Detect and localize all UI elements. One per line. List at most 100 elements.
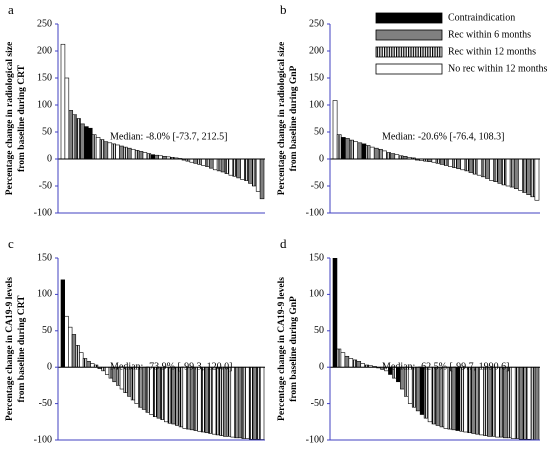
bar xyxy=(138,151,144,160)
bar xyxy=(501,158,507,186)
bar xyxy=(530,158,536,198)
bar xyxy=(526,366,532,440)
bar xyxy=(193,158,198,164)
bar xyxy=(95,137,101,160)
y-tick-label: 50 xyxy=(42,126,52,137)
bar xyxy=(357,142,363,160)
bar xyxy=(223,366,228,437)
bar xyxy=(489,158,494,181)
bar xyxy=(534,366,540,440)
bar xyxy=(88,127,93,160)
bar xyxy=(386,152,391,160)
bar xyxy=(332,258,338,368)
bar xyxy=(103,141,109,160)
y-tick-label: 100 xyxy=(37,99,52,110)
bar xyxy=(415,366,421,412)
bar xyxy=(485,158,490,179)
bar xyxy=(460,158,466,171)
bar xyxy=(123,146,128,160)
bar xyxy=(510,366,516,439)
bar xyxy=(104,366,110,375)
bar xyxy=(513,158,519,190)
bar xyxy=(228,158,234,176)
bar xyxy=(86,361,91,368)
bar xyxy=(99,139,105,160)
bar xyxy=(435,366,441,426)
bar xyxy=(186,366,191,430)
bar xyxy=(349,139,354,160)
bar xyxy=(526,158,532,195)
bar xyxy=(518,366,524,440)
bar xyxy=(373,147,379,160)
bar xyxy=(234,366,239,439)
y-axis-label: Percentage change in CA19-9 levels xyxy=(277,277,287,421)
bar xyxy=(79,352,84,368)
y-tick-label: -100 xyxy=(34,207,52,218)
bar xyxy=(493,158,499,182)
bar xyxy=(251,158,257,187)
bar xyxy=(205,158,210,167)
y-tick-label: -50 xyxy=(311,180,324,191)
bar xyxy=(182,366,187,429)
bar xyxy=(197,158,202,165)
bar xyxy=(340,137,346,160)
y-tick-label: 150 xyxy=(37,72,52,83)
bar xyxy=(134,150,140,160)
bar xyxy=(447,366,453,430)
bar xyxy=(208,366,213,434)
panel-label: b xyxy=(280,2,287,17)
panel-label: a xyxy=(8,2,14,17)
bar xyxy=(145,366,150,413)
bar xyxy=(236,158,241,179)
y-tick-label: -100 xyxy=(34,434,52,445)
bar xyxy=(248,158,253,184)
bar xyxy=(255,158,261,192)
bar xyxy=(435,158,441,164)
bar xyxy=(175,366,180,426)
bar xyxy=(64,77,70,160)
bar xyxy=(220,158,226,173)
panel-label: c xyxy=(8,236,14,251)
bar xyxy=(495,366,500,438)
bar xyxy=(197,366,202,432)
bar xyxy=(130,148,136,160)
bar xyxy=(514,366,520,439)
bar xyxy=(471,366,476,434)
bar xyxy=(142,152,148,160)
legend-swatch xyxy=(375,12,443,24)
bar xyxy=(439,366,445,428)
y-tick-label: 200 xyxy=(37,45,52,56)
y-tick-label: 50 xyxy=(314,126,324,137)
bar xyxy=(154,154,159,160)
y-tick-label: -100 xyxy=(306,207,324,218)
bar xyxy=(472,158,478,175)
bar xyxy=(483,366,488,436)
y-tick-label: 50 xyxy=(314,325,324,336)
bar xyxy=(344,355,350,368)
bar xyxy=(232,158,237,177)
bar xyxy=(479,366,484,436)
bar xyxy=(456,158,462,170)
legend-swatch xyxy=(375,63,443,75)
bar xyxy=(244,158,249,181)
bar xyxy=(68,110,74,160)
bar xyxy=(71,334,77,368)
bar xyxy=(150,154,155,160)
bar xyxy=(127,147,132,160)
bar xyxy=(107,142,113,160)
y-tick-label: 100 xyxy=(37,289,52,300)
bar xyxy=(487,366,492,437)
bar xyxy=(499,366,504,438)
y-axis-label: from baseline during GnP xyxy=(289,65,299,171)
bar xyxy=(252,366,257,440)
y-tick-label: 150 xyxy=(37,252,52,263)
bar xyxy=(171,366,176,425)
bar xyxy=(256,366,261,440)
bar xyxy=(534,158,540,201)
bar xyxy=(452,158,457,168)
y-tick-label: -100 xyxy=(306,434,324,445)
bar xyxy=(361,143,367,160)
bar xyxy=(138,366,143,408)
bar xyxy=(119,145,124,160)
